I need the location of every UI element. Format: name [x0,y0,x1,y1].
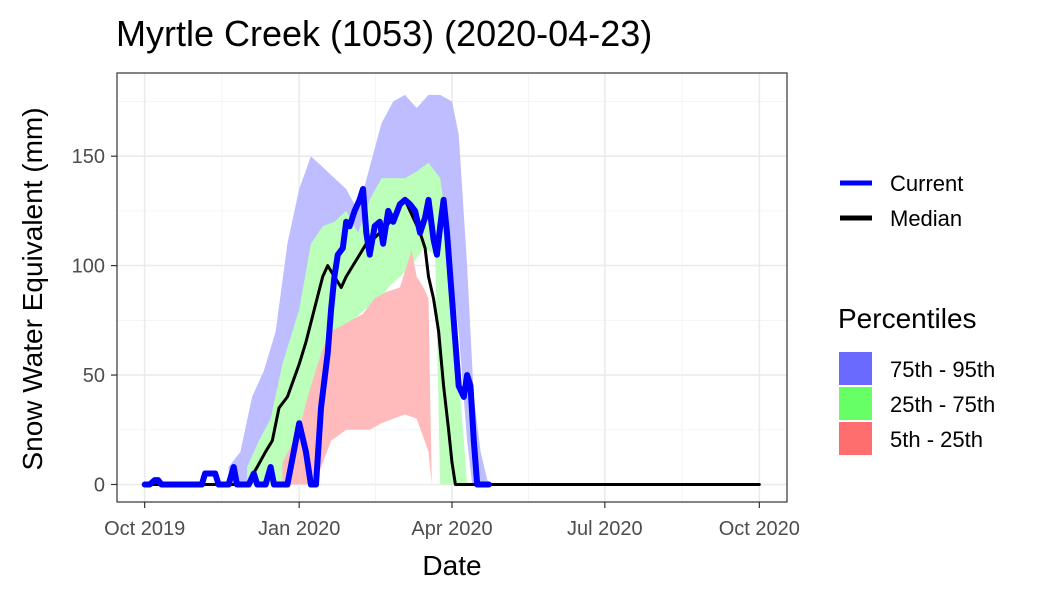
legend-label-median: Median [890,206,962,231]
legend-swatch [839,352,872,385]
x-tick-label: Jan 2020 [258,518,340,540]
x-tick-label: Oct 2019 [104,518,185,540]
x-tick-label: Jul 2020 [567,518,643,540]
legend: Current Median Percentiles 75th - 95th 25th … [838,171,995,455]
legend-swatch [839,422,872,455]
x-tick-label: Oct 2020 [719,518,800,540]
x-tick-label: Apr 2020 [411,518,492,540]
legend-title: Percentiles [838,303,977,334]
y-axis: 0 50 100 150 [72,146,117,496]
band-25th-75th [247,162,468,485]
x-axis-title: Date [422,550,481,581]
y-axis-title: Snow Water Equivalent (mm) [17,107,48,470]
chart-title: Myrtle Creek (1053) (2020-04-23) [116,13,652,54]
legend-band-label: 25th - 75th [890,392,995,417]
series-line-current [141,186,492,488]
x-axis: Oct 2019 Jan 2020 Apr 2020 Jul 2020 Oct 2020 [104,502,800,540]
series-lines [141,186,761,488]
legend-swatch [839,387,872,420]
legend-band-label: 75th - 95th [890,357,995,382]
y-tick-label: 0 [94,474,105,496]
y-tick-label: 150 [72,146,105,168]
legend-label-current: Current [890,171,963,196]
y-tick-label: 50 [83,365,105,387]
y-tick-label: 100 [72,256,105,278]
legend-band-label: 5th - 25th [890,427,983,452]
